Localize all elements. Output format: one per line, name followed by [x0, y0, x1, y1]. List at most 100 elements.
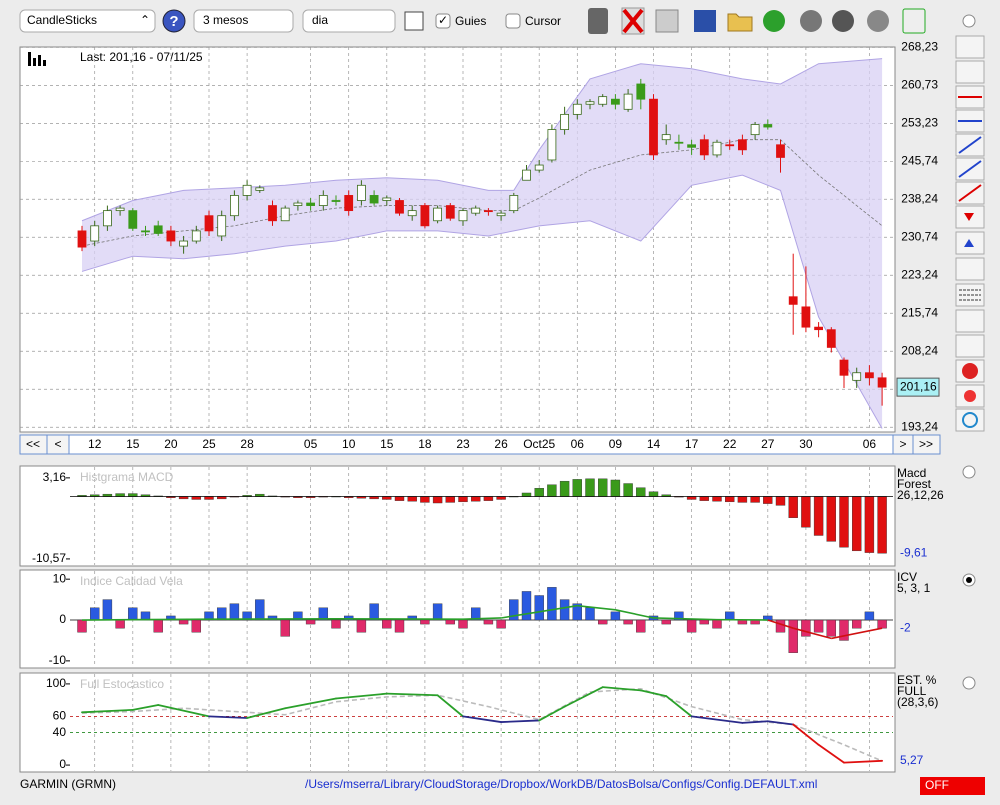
candle-body [510, 195, 518, 210]
candle-body [167, 231, 175, 241]
candle-body [230, 195, 238, 215]
bar [713, 620, 722, 628]
y-tick-label: 100 [46, 676, 66, 690]
bar [497, 497, 506, 500]
cursor-checkbox[interactable] [506, 14, 520, 28]
bar [522, 493, 531, 497]
panel-params: (28,3,6) [897, 695, 938, 709]
candle-body [827, 330, 835, 348]
y-tick-label: 268,23 [901, 40, 938, 54]
bar [751, 497, 760, 503]
panel-title: Histgrama MACD [80, 470, 174, 484]
bar [408, 497, 417, 502]
bar [687, 620, 696, 632]
candle-body [713, 142, 721, 155]
candle-body [624, 94, 632, 109]
bar [179, 620, 188, 624]
help-glyph: ? [169, 13, 178, 30]
candle-body [611, 99, 619, 104]
interval: dia [312, 13, 328, 27]
percent2-tool[interactable] [956, 335, 984, 357]
bar [370, 604, 379, 620]
period: 3 mesos [203, 13, 248, 27]
bar [484, 497, 493, 501]
candle-body [256, 188, 264, 191]
signals-tool[interactable] [956, 258, 984, 280]
bar [471, 497, 480, 502]
bar [116, 494, 125, 497]
radio[interactable] [963, 466, 975, 478]
candle-body [421, 206, 429, 226]
bar [78, 620, 87, 632]
candle-body [764, 125, 772, 128]
first-glyph: << [26, 437, 40, 451]
candle-body [789, 297, 797, 305]
bar [230, 604, 239, 620]
zoom-tool[interactable] [956, 36, 984, 58]
chart-icon[interactable] [405, 12, 423, 30]
print-icon[interactable] [656, 10, 678, 32]
x-tick-label: 28 [240, 437, 254, 451]
candle-body [78, 231, 86, 247]
calendar-icon[interactable] [903, 9, 925, 33]
bar [547, 587, 556, 620]
candle-body [573, 104, 581, 114]
x-tick-label: 20 [164, 437, 178, 451]
radio[interactable] [963, 677, 975, 689]
candle-body [434, 208, 442, 221]
bar [725, 497, 734, 502]
candle-body [446, 206, 454, 219]
trash-icon[interactable] [588, 8, 608, 34]
cycle-icon[interactable] [800, 10, 822, 32]
bar [814, 497, 823, 536]
bar [459, 497, 468, 502]
percent-tool[interactable] [956, 310, 984, 332]
last-glyph: >> [919, 437, 933, 451]
candle-body [662, 135, 670, 140]
x-tick-label: 22 [723, 437, 737, 451]
y-tick-label: 223,24 [901, 267, 938, 281]
radio[interactable] [963, 15, 975, 27]
bar [586, 479, 595, 497]
last-annotation: Last: 201,16 - 07/11/25 [80, 50, 203, 64]
bar [103, 600, 112, 620]
y-tick-label: -10,57 [32, 551, 66, 565]
candle-body [218, 216, 226, 236]
x-tick-label: 30 [799, 437, 813, 451]
x-tick-label: 27 [761, 437, 775, 451]
bar [662, 620, 671, 624]
open-icon[interactable] [728, 14, 752, 31]
candle-body [726, 145, 734, 146]
candle-body [180, 241, 188, 246]
bar [814, 620, 823, 632]
bar [128, 608, 137, 620]
y-tick-label: 10 [53, 571, 67, 585]
last-value: -2 [900, 620, 911, 634]
bar [459, 620, 468, 628]
settings-icon[interactable] [867, 10, 889, 32]
save-icon[interactable] [694, 10, 716, 32]
euro-icon[interactable] [832, 10, 854, 32]
bar [624, 620, 633, 624]
candle-body [129, 211, 137, 229]
x-tick-label: 06 [863, 437, 877, 451]
chart-tool[interactable] [956, 61, 984, 83]
candle-body [523, 170, 531, 180]
bar [535, 488, 544, 496]
y-tick-label: 40 [53, 725, 67, 739]
bar [789, 620, 798, 653]
bar [586, 608, 595, 620]
y-tick-label: 238,24 [901, 191, 938, 205]
bar [573, 479, 582, 496]
x-tick-label: 17 [685, 437, 699, 451]
bar [217, 608, 226, 620]
candle-body [802, 307, 810, 327]
candle-body [751, 125, 759, 135]
bar [332, 620, 341, 628]
candle-body [294, 203, 302, 206]
refresh-icon[interactable] [763, 10, 785, 32]
candle-body [396, 200, 404, 213]
bar [801, 497, 810, 528]
bar [497, 620, 506, 628]
